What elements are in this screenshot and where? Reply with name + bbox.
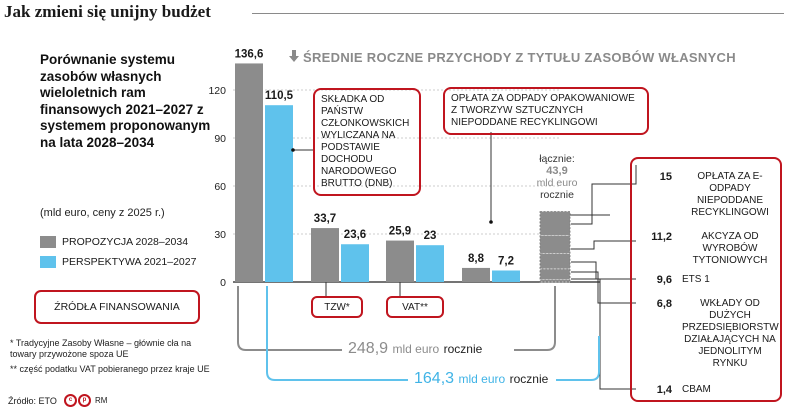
chart-subtitle: Porównanie systemu zasobów własnych wiel…	[40, 52, 211, 150]
bar-new-resource-segment	[539, 279, 571, 283]
bar-new-resource-segment	[539, 268, 571, 281]
units-note: (mld euro, ceny z 2025 r.)	[40, 207, 165, 219]
title-divider	[252, 13, 784, 14]
y-tick-label: 90	[214, 133, 226, 145]
resource-label-business: WKŁADY OD DUŻYCH PRZEDSIĘBIORSTW DZIAŁAJ…	[682, 298, 779, 369]
vat-label: VAT**	[386, 296, 444, 318]
resource-value-ets: 9,6	[656, 274, 672, 286]
y-tick-label: 60	[214, 181, 226, 193]
bar-value-label: 8,8	[468, 253, 485, 265]
resource-label-cbam: CBAM	[682, 384, 711, 395]
bar-current-3	[492, 270, 520, 282]
current-total-bracket	[266, 286, 408, 381]
legend-item-current: PERSPEKTYWA 2021–2027	[40, 256, 196, 268]
logo-text: RM	[95, 395, 108, 405]
bar-value-label: 23	[424, 230, 437, 242]
source-note: Źródło: ETO	[8, 396, 57, 406]
total-prefix: łącznie:	[539, 153, 575, 165]
proposal-total-suffix: rocznie	[443, 342, 483, 356]
bar-current-0	[265, 105, 293, 282]
proposal-total-value: 248,9	[348, 340, 389, 357]
bar-value-label: 25,9	[389, 226, 411, 238]
current-total-value: 164,3	[414, 370, 455, 387]
legend-swatch-proposal	[40, 236, 56, 248]
total-value: 43,9	[546, 165, 568, 177]
bar-new-resources-outline	[539, 211, 571, 283]
legend-swatch-current	[40, 256, 56, 268]
footnote-tzw: * Tradycyjne Zasoby Własne – głównie cła…	[10, 338, 192, 359]
current-total-bracket-right	[556, 336, 600, 381]
resource-label-ewaste: OPŁATA ZA E-ODPADY NIEPODDANE RECYKLINGO…	[691, 171, 769, 218]
resource-value-tobacco: 11,2	[651, 231, 672, 243]
bar-current-1	[341, 244, 369, 282]
resource-label-ets: ETS 1	[682, 274, 710, 285]
current-total-suffix: rocznie	[509, 372, 549, 386]
plastic-callout: OPŁATA ZA ODPADY OPAKOWANIOWE Z TWORZYW …	[443, 87, 649, 135]
bar-value-label: 23,6	[344, 229, 366, 241]
total-suffix: rocznie	[540, 189, 574, 201]
y-tick-label: 120	[208, 85, 226, 97]
chart-heading-text: ŚREDNIE ROCZNE PRZYCHODY Z TYTUŁU ZASOBÓ…	[303, 50, 736, 65]
y-tick-label: 0	[220, 277, 226, 289]
resource-value-cbam: 1,4	[656, 384, 672, 396]
proposal-total-unit: mld euro	[392, 342, 440, 356]
footnote-vat: ** część podatku VAT pobieranego przez k…	[10, 364, 210, 374]
business-connector	[571, 271, 636, 304]
bar-value-label: 33,7	[314, 213, 336, 225]
bar-proposal-0	[235, 63, 263, 282]
bar-proposal-1	[311, 228, 339, 282]
ewaste-connector	[571, 165, 637, 225]
chart-heading: ŚREDNIE ROCZNE PRZYCHODY Z TYTUŁU ZASOBÓ…	[289, 50, 736, 65]
gni-connector-dot	[291, 148, 295, 152]
bar-new-resource-segment	[539, 253, 571, 270]
gni-callout: SKŁADKA OD PAŃSTW CZŁONKOWSKICH WYLICZAN…	[313, 88, 421, 196]
proposal-total: 248,9 mld euro rocznie	[348, 340, 482, 358]
current-total: 164,3 mld euro rocznie	[414, 370, 548, 388]
bar-value-label: 7,2	[498, 255, 514, 267]
proposal-total-bracket-right	[514, 286, 556, 351]
bar-proposal-2	[386, 240, 414, 282]
legend-label-current: PERSPEKTYWA 2021–2027	[62, 256, 197, 268]
legend-label-proposal: PROPOZYCJA 2028–2034	[62, 236, 189, 248]
bar-value-label: 110,5	[265, 90, 294, 102]
resource-value-ewaste: 15	[659, 171, 672, 183]
bar-value-label: 136,6	[235, 48, 264, 60]
proposal-total-bracket	[237, 286, 342, 351]
bar-current-2	[416, 245, 444, 282]
bar-proposal-3	[462, 267, 490, 282]
tzw-label: TZW*	[311, 296, 363, 318]
current-total-unit: mld euro	[458, 372, 506, 386]
plastic-connector-dot	[489, 220, 493, 224]
sources-box: ŹRÓDŁA FINANSOWANIA	[34, 290, 200, 324]
total-unit: mld euro	[536, 177, 578, 189]
logo-mark-2: p	[78, 393, 91, 407]
down-arrow-icon	[289, 50, 299, 65]
new-resources-total: łącznie: 43,9 mld euro rocznie	[533, 153, 581, 201]
bar-new-resource-segment	[539, 211, 571, 236]
logo-mark-1: c	[64, 393, 77, 407]
y-tick-label: 30	[214, 229, 226, 241]
page-title: Jak zmieni się unijny budżet	[4, 2, 211, 21]
resource-value-business: 6,8	[656, 298, 672, 310]
legend-item-proposal: PROPOZYCJA 2028–2034	[40, 236, 188, 248]
tobacco-connector	[571, 240, 636, 250]
bar-new-resource-segment	[539, 235, 571, 254]
resource-label-tobacco: AKCYZA OD WYROBÓW TYTONIOWYCH	[692, 231, 768, 266]
cbam-connector	[571, 278, 636, 390]
ets-connector	[571, 261, 636, 280]
new-resources-panel: 15 OPŁATA ZA E-ODPADY NIEPODDANE RECYKLI…	[630, 157, 782, 402]
